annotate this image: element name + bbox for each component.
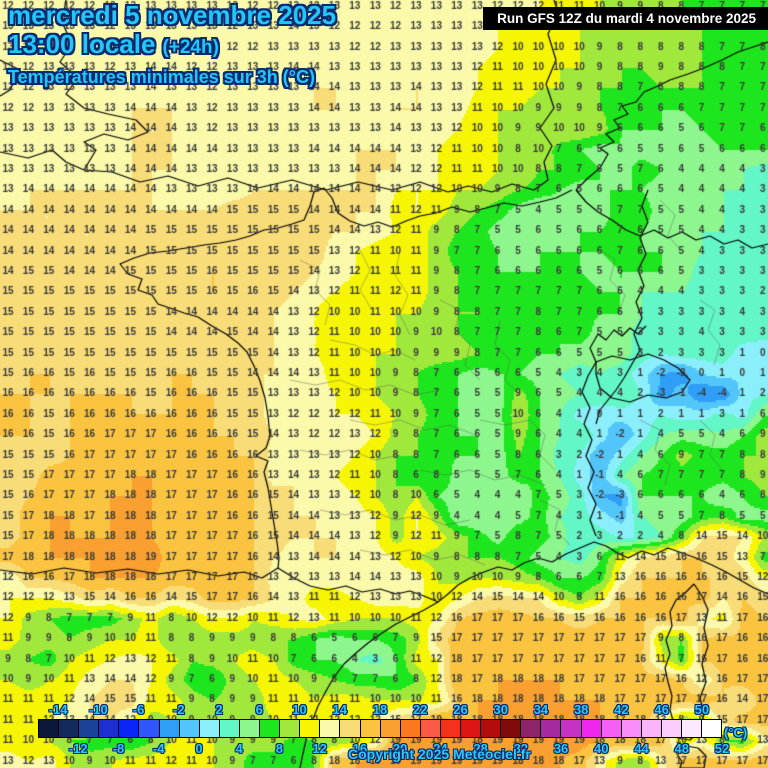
colorbar-cell xyxy=(99,720,120,737)
colorbar-cell xyxy=(179,720,200,737)
colorbar-cell xyxy=(340,720,361,737)
colorbar-tick-label: -6 xyxy=(132,702,145,717)
colorbar-cell xyxy=(239,720,261,737)
colorbar-tick-label: 50 xyxy=(694,702,710,717)
colorbar-cell xyxy=(621,720,642,737)
colorbar-cell xyxy=(581,720,602,737)
colorbar-cell xyxy=(541,720,562,737)
colorbar-tick-label: 40 xyxy=(594,741,609,756)
colorbar-cell xyxy=(702,720,722,737)
colorbar-cell xyxy=(360,720,381,737)
colorbar-cell xyxy=(682,720,703,737)
colorbar-cell xyxy=(119,720,140,737)
colorbar-tick-label: 30 xyxy=(493,702,508,717)
colorbar-tick-label: 22 xyxy=(413,702,428,717)
colorbar-cell xyxy=(440,720,461,737)
colorbar-cell xyxy=(39,720,60,737)
title-date: mercredi 5 novembre 2025 xyxy=(8,0,337,30)
unit-label: (°C) xyxy=(724,725,748,740)
colorbar-cell xyxy=(420,720,441,737)
colorbar-cell xyxy=(280,720,301,737)
colorbar-tick-label: 12 xyxy=(312,741,327,756)
title-forecast-offset: (+24h) xyxy=(162,37,219,59)
colorbar-cell xyxy=(561,720,582,737)
colorbar-cell xyxy=(199,720,220,737)
colorbar-tick-label: 52 xyxy=(714,741,730,756)
colorbar-cell xyxy=(400,720,421,737)
colorbar-cell xyxy=(641,720,662,737)
colorbar-tick-label: 34 xyxy=(533,702,549,717)
colorbar-cell xyxy=(460,720,482,737)
colorbar-cell xyxy=(79,720,100,737)
temperature-colorbar xyxy=(38,719,722,738)
colorbar-tick-label: 18 xyxy=(372,702,388,717)
colorbar-tick-label: 48 xyxy=(674,741,689,756)
colorbar-tick-label: 36 xyxy=(553,741,569,756)
copyright-label: Copyright 2025 Meteociel.fr xyxy=(348,746,531,762)
colorbar-cell xyxy=(260,720,281,737)
colorbar-tick-label: -10 xyxy=(88,702,108,717)
colorbar-tick-label: 46 xyxy=(654,702,669,717)
title-time: 13:00 locale (+24h) xyxy=(8,31,336,58)
colorbar-tick-label: 24 xyxy=(433,741,448,756)
colorbar-tick-label: -2 xyxy=(173,702,185,717)
colorbar-cell xyxy=(300,720,321,737)
colorbar-tick-label: -8 xyxy=(112,741,125,756)
colorbar-tick-label: 4 xyxy=(235,741,243,756)
colorbar-cell xyxy=(521,720,542,737)
colorbar-tick-label: 14 xyxy=(332,702,347,717)
colorbar-cell xyxy=(380,720,401,737)
colorbar-tick-label: 6 xyxy=(255,702,263,717)
colorbar-tick-label: -14 xyxy=(48,702,68,717)
colorbar-cell xyxy=(661,720,682,737)
colorbar-tick-label: -4 xyxy=(152,741,165,756)
run-info-box: Run GFS 12Z du mardi 4 novembre 2025 xyxy=(483,7,768,30)
colorbar-tick-label: 32 xyxy=(513,741,529,756)
title-time-value: 13:00 locale xyxy=(8,29,156,60)
colorbar-tick-label: -12 xyxy=(68,741,88,756)
colorbar-tick-label: 16 xyxy=(352,741,368,756)
colorbar-tick-label: 0 xyxy=(195,741,203,756)
colorbar-cell xyxy=(501,720,522,737)
colorbar-cell xyxy=(159,720,180,737)
colorbar-tick-label: 2 xyxy=(215,702,223,717)
title-variable: Températures minimales sur 3h (°C) xyxy=(8,66,315,87)
colorbar-tick-label: 10 xyxy=(292,702,307,717)
colorbar-tick-label: 20 xyxy=(392,741,408,756)
colorbar-cell xyxy=(481,720,502,737)
colorbar-cell xyxy=(139,720,160,737)
colorbar-cell xyxy=(320,720,341,737)
colorbar-cell xyxy=(601,720,622,737)
title-block: mercredi 5 novembre 2025 13:00 locale (+2… xyxy=(8,0,337,87)
colorbar-cell xyxy=(59,720,80,737)
colorbar-tick-label: 28 xyxy=(473,741,488,756)
colorbar-tick-label: 26 xyxy=(453,702,468,717)
colorbar-tick-label: 42 xyxy=(614,702,629,717)
colorbar-cell xyxy=(219,720,240,737)
colorbar-tick-label: 44 xyxy=(634,741,649,756)
colorbar-tick-label: 8 xyxy=(275,741,284,756)
colorbar-tick-label: 38 xyxy=(573,702,589,717)
